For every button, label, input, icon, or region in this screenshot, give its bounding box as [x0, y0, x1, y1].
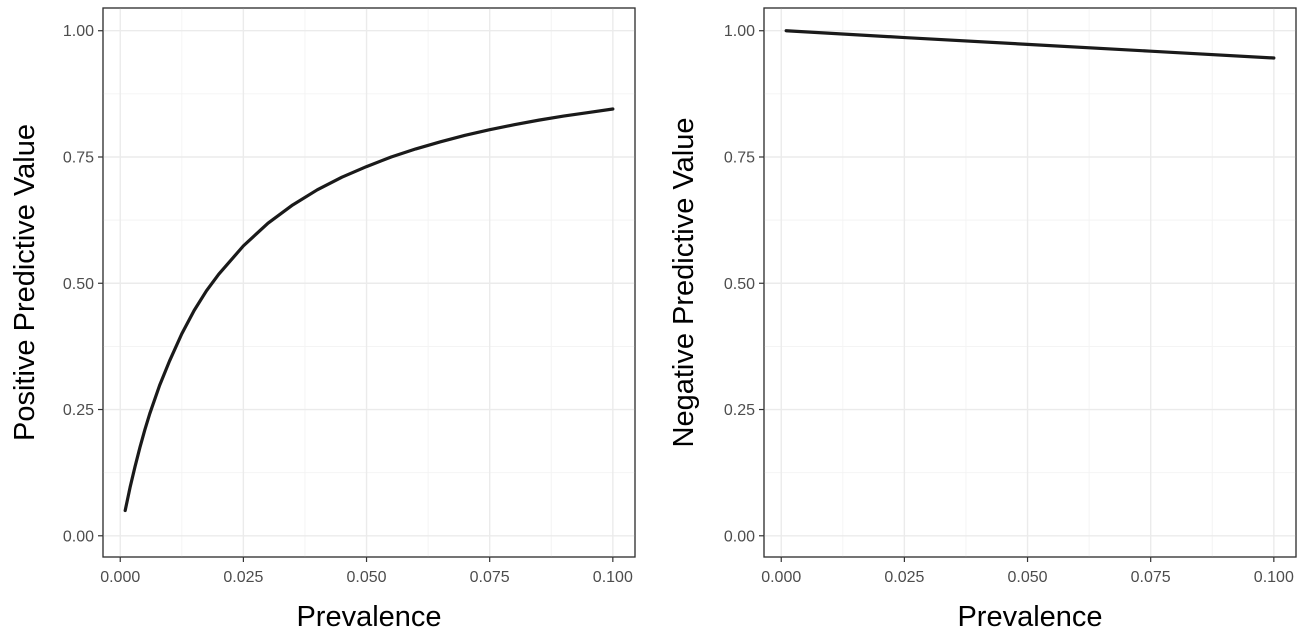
ppv-plot-area: [102, 7, 636, 558]
npv-y-tick-label: 0.50: [724, 276, 755, 293]
npv-series-line: [784, 29, 1276, 60]
ppv-panel: 0.000 0.025 0.050 0.075 0.100 0.00 0.25 0.50 0.7…: [9, 7, 636, 633]
npv-x-axis-title: Prevalence: [957, 601, 1102, 633]
ppv-y-tick-label: 0.50: [63, 276, 94, 293]
ppv-y-axis-title: Positive Predictive Value: [9, 124, 41, 441]
ppv-y-tick-label: 0.25: [63, 402, 94, 419]
ppv-x-tick-label: 0.050: [347, 569, 387, 586]
ppv-series-line: [123, 107, 615, 513]
npv-y-tick-label: 0.75: [724, 149, 755, 166]
ppv-x-tick-label: 0.000: [100, 569, 140, 586]
ppv-y-tick-label: 0.75: [63, 149, 94, 166]
npv-y-tick-label: 1.00: [724, 23, 755, 40]
npv-y-axis-title: Negative Predictive Value: [668, 118, 700, 448]
npv-x-tick-label: 0.100: [1254, 569, 1294, 586]
npv-x-tick-label: 0.050: [1008, 569, 1048, 586]
npv-x-tick-label: 0.025: [884, 569, 924, 586]
npv-y-tick-label: 0.25: [724, 402, 755, 419]
npv-x-tick-label: 0.075: [1131, 569, 1171, 586]
ppv-x-tick-label: 0.100: [593, 569, 633, 586]
npv-x-tick-label: 0.000: [761, 569, 801, 586]
ppv-x-axis-title: Prevalence: [296, 601, 441, 633]
npv-plot-area: [763, 7, 1297, 558]
ppv-x-tick-label: 0.025: [223, 569, 263, 586]
npv-panel-border: [763, 7, 1297, 558]
ppv-panel-border: [102, 7, 636, 558]
ppv-y-tick-label: 0.00: [63, 528, 94, 545]
npv-panel: 0.000 0.025 0.050 0.075 0.100 0.00 0.25 0.50 0.7…: [668, 7, 1297, 633]
ppv-y-tick-label: 1.00: [63, 23, 94, 40]
npv-y-tick-label: 0.00: [724, 528, 755, 545]
ppv-x-tick-label: 0.075: [470, 569, 510, 586]
